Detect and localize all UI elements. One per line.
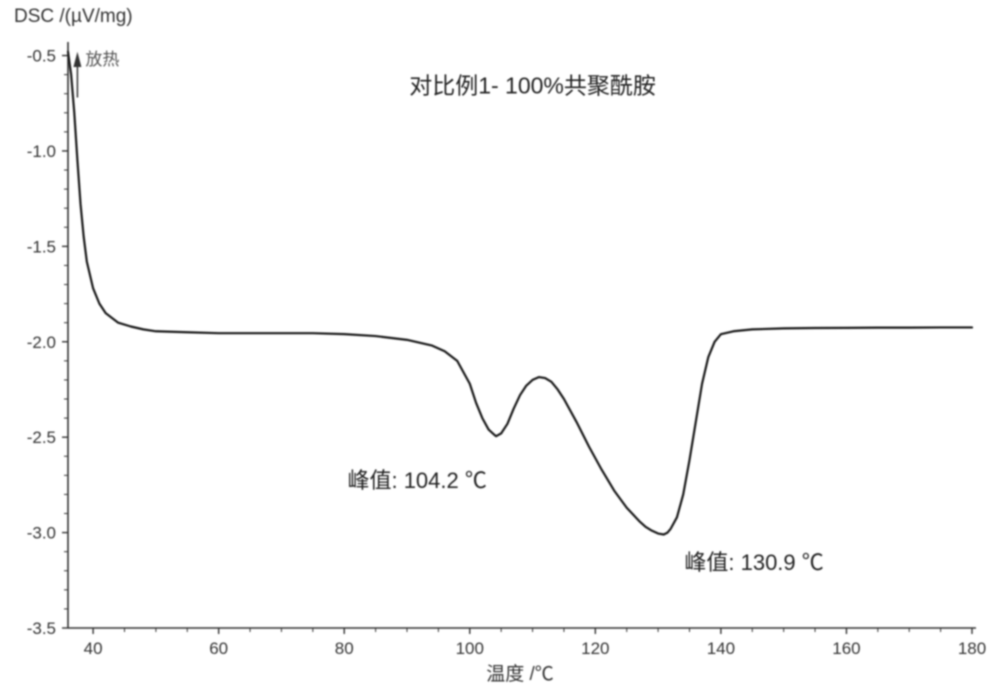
x-tick-label: 120: [581, 639, 609, 658]
y-tick-label: -0.5: [27, 47, 56, 66]
x-tick-label: 160: [832, 639, 860, 658]
x-tick-label: 80: [335, 639, 354, 658]
x-tick-label: 60: [209, 639, 228, 658]
x-tick-label: 140: [707, 639, 735, 658]
x-tick-label: 100: [456, 639, 484, 658]
y-tick-label: -2.5: [27, 428, 56, 447]
x-tick-label: 40: [84, 639, 103, 658]
exo-label: 放热: [85, 50, 119, 69]
y-tick-label: -2.0: [27, 333, 56, 352]
y-tick-label: -3.0: [27, 524, 56, 543]
x-axis-label: 温度 /℃: [486, 663, 554, 685]
dsc-chart: 放热 -0.5 -1.0 -1.5 -2.0 -2.5 -3.0 -3.5 40 60 80 100 1…: [0, 0, 1000, 688]
exo-arrow-head: [73, 52, 81, 67]
dsc-curve: [68, 52, 972, 535]
y-axis-label: DSC /(µV/mg): [14, 6, 133, 27]
x-tick-label: 180: [958, 639, 986, 658]
y-tick-label: -3.5: [27, 619, 56, 638]
peak-annotation: 峰值: 130.9 ℃: [684, 550, 823, 575]
chart-title: 对比例1- 100%共聚酰胺: [409, 73, 656, 99]
chart-svg: 放热 -0.5 -1.0 -1.5 -2.0 -2.5 -3.0 -3.5 40 60 80 100 1…: [0, 0, 1000, 688]
y-tick-label: -1.0: [27, 142, 56, 161]
peak-annotation: 峰值: 104.2 ℃: [347, 468, 486, 493]
y-tick-label: -1.5: [27, 237, 56, 256]
